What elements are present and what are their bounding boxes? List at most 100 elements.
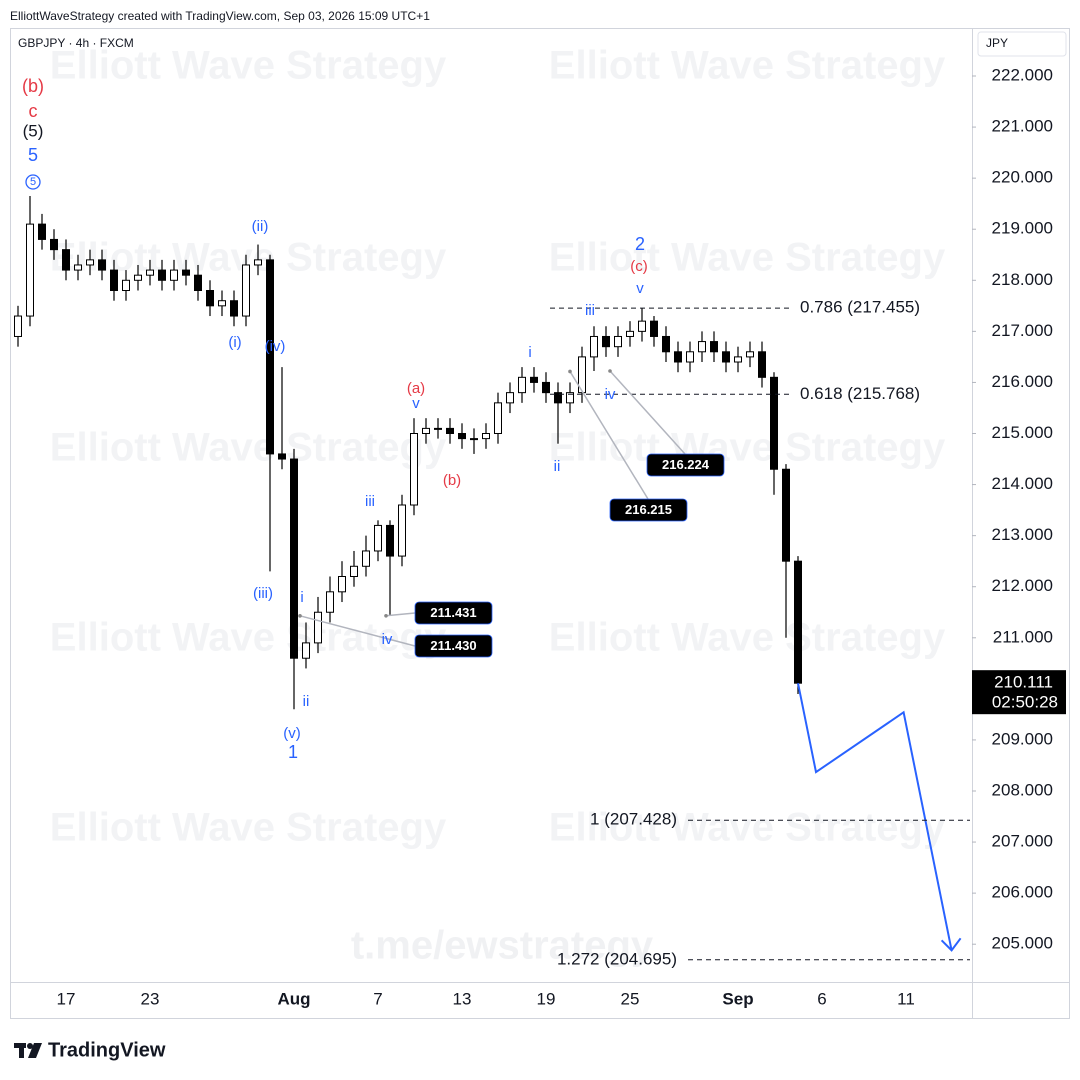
last-price: 210.111: [994, 673, 1053, 692]
y-tick-label: 206.000: [992, 883, 1053, 902]
callout-label: 216.224: [662, 457, 710, 472]
callout-label: 211.430: [430, 638, 476, 653]
callout-line: [385, 612, 416, 617]
candle-body: [134, 274, 142, 281]
wave-label: ii: [554, 458, 561, 475]
candle-body: [422, 427, 430, 435]
callout-line: [609, 370, 686, 455]
x-tick-label: 11: [897, 989, 915, 1008]
wave-label: v: [412, 395, 420, 412]
callout-point: [568, 369, 572, 374]
projection-arrowhead: [940, 937, 962, 952]
countdown: 02:50:28: [992, 693, 1058, 712]
candle-body: [326, 591, 334, 613]
candle-body: [290, 458, 298, 659]
wave-label: i: [300, 589, 303, 606]
x-tick-label: 17: [57, 989, 76, 1008]
candle-body: [590, 335, 598, 358]
candle-body: [542, 381, 550, 394]
wave-label: (b): [22, 76, 44, 96]
candle-body: [698, 341, 706, 353]
candle-body: [794, 560, 802, 684]
watermark-link: t.me/ewstrategy: [351, 924, 654, 968]
candle-body: [710, 341, 718, 353]
candle-body: [518, 376, 526, 394]
candle-body: [50, 238, 58, 251]
candle-body: [26, 223, 34, 317]
frame: [10, 28, 1070, 1019]
callout-point: [608, 369, 612, 373]
x-tick-label: 25: [621, 989, 640, 1008]
y-tick-label: 208.000: [992, 780, 1053, 799]
wave-label: (iii): [253, 585, 273, 602]
y-tick-label: 205.000: [992, 934, 1053, 953]
candle-body: [410, 433, 418, 506]
x-tick-label: 7: [373, 989, 382, 1008]
candle-body: [650, 320, 658, 337]
y-tick-label: 222.000: [992, 65, 1053, 84]
candle-body: [662, 335, 670, 353]
wave-label: 5: [28, 145, 38, 165]
callout-box: [414, 634, 493, 658]
symbol: GBPJPY · 4h · FXCM: [18, 36, 134, 50]
candle-body: [614, 335, 622, 348]
candle-body: [782, 468, 790, 562]
watermark: Elliott Wave Strategy: [50, 806, 447, 850]
candle-body: [362, 550, 370, 567]
y-tick-label: 209.000: [992, 729, 1053, 748]
wave-label: i: [528, 344, 531, 361]
last-price-box: [972, 670, 1066, 715]
candle-body: [278, 453, 286, 460]
y-tick-label: 221.000: [992, 117, 1053, 136]
candle-body: [506, 392, 514, 404]
x-tick-label: 13: [453, 989, 472, 1008]
candle-body: [386, 524, 394, 557]
callout-point: [384, 613, 388, 618]
y-tick-label: 212.000: [992, 576, 1053, 595]
candle-body: [578, 356, 586, 394]
callout-box: [414, 601, 493, 625]
wave-label: 1: [288, 742, 298, 762]
candle-body: [374, 524, 382, 552]
callout-label: 211.431: [430, 605, 476, 620]
y-tick-label: 207.000: [992, 832, 1053, 851]
y-tick-label: 217.000: [992, 321, 1053, 340]
candle-body: [122, 279, 130, 292]
candle-body: [482, 433, 490, 440]
candle-body: [38, 223, 46, 240]
candle-body: [602, 335, 610, 348]
candle-body: [494, 402, 502, 435]
fib-label: 0.618 (215.768): [800, 384, 920, 403]
candle-body: [302, 642, 310, 659]
watermark: Elliott Wave Strategy: [50, 44, 447, 88]
wave-label: (a): [407, 380, 425, 397]
candle-body: [734, 356, 742, 363]
overlay: 205.000206.000207.000208.000209.000210.0…: [22, 65, 1066, 1008]
brand: TradingView: [48, 1039, 166, 1061]
candle-body: [206, 290, 214, 307]
candle-body: [398, 504, 406, 557]
candle-body: [350, 565, 358, 577]
candle-body: [446, 427, 454, 435]
candle-body: [686, 351, 694, 363]
candle-body: [14, 315, 22, 337]
wave-label: ii: [303, 693, 310, 710]
currency: JPY: [986, 36, 1008, 50]
watermark: Elliott Wave Strategy: [549, 426, 946, 470]
callout-point: [298, 614, 302, 618]
y-tick-label: 219.000: [992, 219, 1053, 238]
y-tick-label: 213.000: [992, 525, 1053, 544]
watermark: Elliott Wave Strategy: [50, 426, 447, 470]
x-tick-label: 6: [817, 989, 826, 1008]
wave-label: 5: [30, 176, 36, 188]
candle-body: [182, 269, 190, 276]
projection: [797, 682, 953, 951]
wave-label: iii: [585, 302, 595, 319]
candle-body: [434, 427, 442, 430]
candle-body: [110, 269, 118, 292]
y-tick-label: 220.000: [992, 168, 1053, 187]
candle-body: [722, 351, 730, 363]
candle-body: [266, 259, 274, 455]
candle-body: [566, 392, 574, 404]
